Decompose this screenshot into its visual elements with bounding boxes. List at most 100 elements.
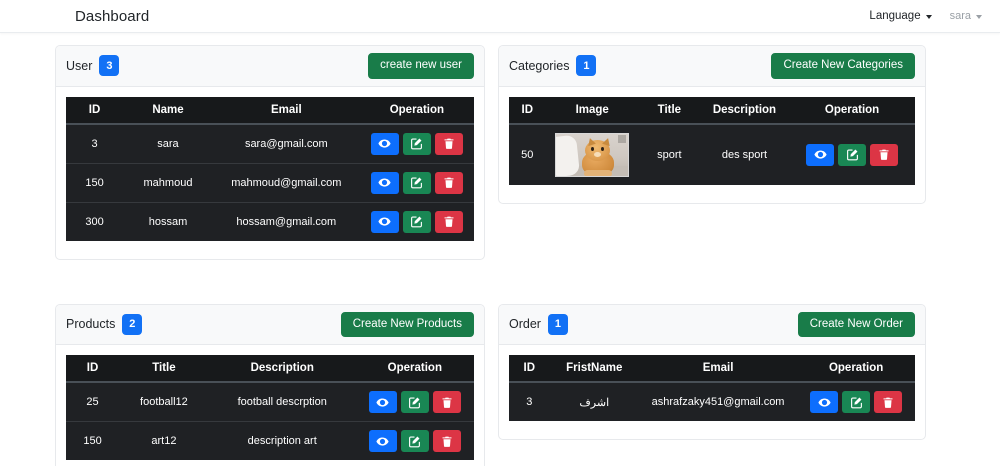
column-header-description: Description (208, 355, 356, 383)
user-card-column: User 3 create new user ID Name Email Ope… (55, 45, 485, 260)
order-card-header: Order 1 Create New Order (499, 304, 925, 345)
view-button[interactable] (806, 143, 835, 166)
edit-button[interactable] (838, 143, 867, 166)
create-new-user-button[interactable]: create new user (368, 53, 474, 79)
delete-button[interactable] (432, 430, 461, 452)
eye-icon (813, 148, 827, 161)
order-count-badge: 1 (547, 313, 568, 335)
create-new-order-button[interactable]: Create New Order (797, 311, 915, 337)
view-button[interactable] (370, 132, 399, 155)
column-header-id: ID (66, 355, 120, 383)
cell-id: 150 (66, 421, 120, 460)
products-card-header: Products 2 Create New Products (56, 304, 484, 345)
edit-button[interactable] (402, 171, 431, 194)
user-table: ID Name Email Operation 3 sara sara@gmai… (66, 96, 474, 241)
trash-icon (443, 215, 455, 228)
edit-button[interactable] (402, 132, 431, 155)
order-card-title: Order (509, 317, 541, 332)
delete-button[interactable] (870, 143, 899, 166)
create-new-products-button[interactable]: Create New Products (340, 311, 474, 337)
delete-button[interactable] (434, 171, 463, 194)
table-row: 3 اشرف ashrafzaky451@gmail.com (509, 382, 915, 421)
language-dropdown[interactable]: Language (869, 10, 932, 22)
cell-description: football descrption (237, 396, 327, 408)
cell-email: hossam@gmail.com (212, 201, 360, 241)
operation-buttons (801, 391, 911, 413)
cell-id: 50 (521, 148, 534, 161)
column-header-image: Image (545, 96, 639, 125)
dashboard-content: User 3 create new user ID Name Email Ope… (0, 33, 1000, 466)
user-menu-label: sara (949, 10, 971, 22)
eye-icon (818, 396, 831, 409)
categories-table-header-row: ID Image Title Description Operation (509, 96, 915, 125)
user-menu-dropdown[interactable]: sara (950, 10, 982, 22)
operation-buttons (364, 210, 470, 233)
order-table-head: ID FristName Email Operation (509, 355, 915, 383)
user-count-badge: 3 (99, 55, 120, 77)
products-card: Products 2 Create New Products ID Title … (55, 303, 485, 466)
order-card-body: ID FristName Email Operation 3 اشرف ashr… (499, 345, 925, 439)
categories-card-column: Categories 1 Create New Categories ID Im… (498, 45, 926, 260)
order-card: Order 1 Create New Order ID FristName Em… (498, 303, 926, 440)
cell-name: sara (157, 137, 179, 150)
column-header-email: Email (212, 96, 360, 125)
delete-button[interactable] (434, 132, 463, 155)
trash-icon (878, 148, 890, 161)
trash-icon (443, 137, 455, 150)
user-card-header: User 3 create new user (56, 46, 484, 87)
column-header-email: Email (638, 355, 798, 383)
column-header-operation: Operation (797, 355, 915, 383)
trash-icon (443, 176, 455, 189)
cards-row-top: User 3 create new user ID Name Email Ope… (55, 45, 945, 260)
cell-operation (355, 421, 474, 460)
table-row: 150 mahmoud mahmoud@gmail.com (66, 162, 474, 202)
edit-button[interactable] (842, 391, 871, 413)
cell-id: 25 (86, 396, 99, 408)
operation-buttons (793, 143, 911, 166)
operation-buttons (364, 171, 470, 194)
eye-icon (378, 176, 391, 189)
table-row: 300 hossam hossam@gmail.com (66, 201, 474, 241)
delete-button[interactable] (434, 210, 463, 233)
delete-button[interactable] (432, 391, 461, 413)
products-table-header-row: ID Title Description Operation (66, 355, 474, 383)
cell-name: mahmoud (123, 162, 213, 202)
cell-operation (789, 124, 915, 185)
top-navbar: Dashboard Language sara (0, 0, 1000, 33)
categories-table: ID Image Title Description Operation 50 (509, 96, 915, 185)
chevron-down-icon (925, 15, 932, 19)
view-button[interactable] (368, 391, 397, 413)
cell-description: description art (208, 421, 356, 460)
cell-email: ashrafzaky451@gmail.com (651, 396, 785, 408)
cell-email: sara@gmail.com (244, 137, 328, 150)
rows-gap (55, 260, 945, 304)
column-header-name: Name (123, 96, 213, 125)
products-card-title: Products (66, 317, 116, 332)
user-table-header-row: ID Name Email Operation (66, 96, 474, 125)
cell-name: hossam (123, 201, 213, 241)
edit-button[interactable] (400, 391, 429, 413)
page-title: Dashboard (75, 7, 150, 25)
edit-button[interactable] (402, 210, 431, 233)
cell-image (546, 124, 639, 185)
table-row: 150 art12 description art (66, 421, 474, 460)
chevron-down-icon (976, 15, 982, 19)
products-card-body: ID Title Description Operation 25 footba… (56, 345, 484, 466)
cell-id: 3 (526, 396, 533, 408)
view-button[interactable] (810, 391, 839, 413)
edit-button[interactable] (400, 430, 429, 452)
user-table-head: ID Name Email Operation (66, 96, 474, 125)
table-row: 25 football12 football descrption (66, 382, 474, 422)
pencil-square-icon (408, 396, 421, 409)
view-button[interactable] (370, 171, 399, 194)
create-new-categories-button[interactable]: Create New Categories (771, 53, 915, 79)
view-button[interactable] (368, 430, 397, 452)
eye-icon (378, 137, 391, 150)
column-header-id: ID (509, 96, 546, 125)
operation-buttons (364, 132, 470, 155)
user-card-title: User (66, 58, 93, 73)
delete-button[interactable] (874, 391, 903, 413)
view-button[interactable] (370, 210, 399, 233)
column-header-operation: Operation (359, 96, 474, 125)
products-table: ID Title Description Operation 25 footba… (66, 355, 474, 460)
